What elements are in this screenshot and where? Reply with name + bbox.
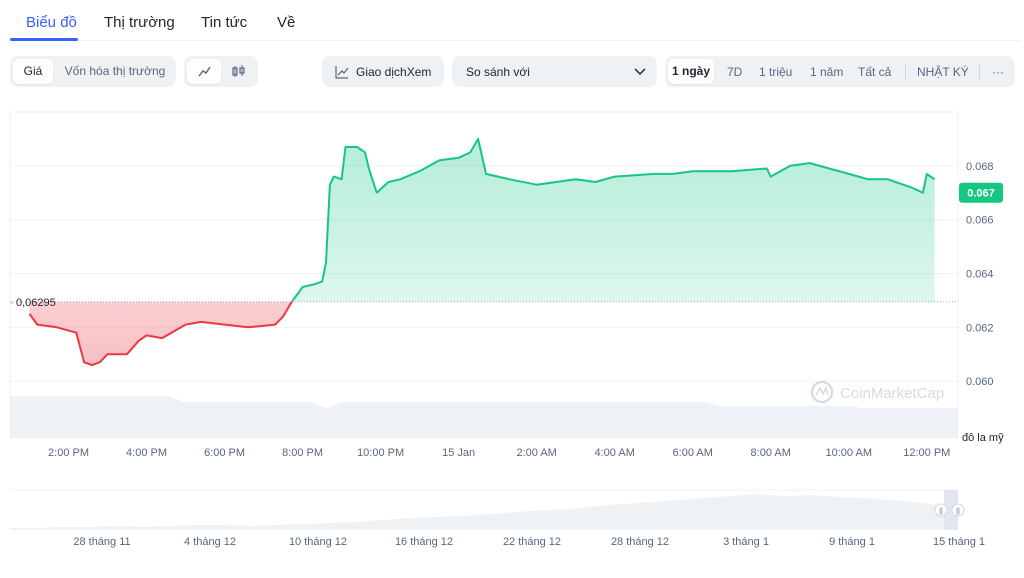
tab-chart[interactable]: Biểu đồ [26,14,77,31]
watermark-text: CoinMarketCap [840,385,944,402]
navigator-tick-label: 22 tháng 12 [503,536,561,548]
x-tick-label: 8:00 AM [751,447,791,459]
range-1y-button[interactable]: 1 năm [810,65,844,79]
y-tick-label: 0.066 [966,215,994,227]
range-all-button[interactable]: Tất cả [858,65,892,79]
svg-text:||: || [939,508,943,515]
x-tick-label: 2:00 PM [48,447,89,459]
y-tick-label: 0.068 [966,161,994,173]
y-tick-label: 0.062 [966,322,994,334]
price-line-down [28,301,294,366]
x-axis: 2:00 PM 4:00 PM 6:00 PM 8:00 PM 10:00 PM 15 J… [48,447,950,459]
range-divider-2 [979,63,980,80]
line-chart-icon [198,66,211,77]
range-1m-button[interactable]: 1 triệu [759,65,793,79]
chart-type-toggle [184,56,258,87]
navigator-x-axis: 28 tháng 11 4 tháng 12 10 tháng 12 16 tháng… [73,536,985,548]
trading-view-label: Giao dịchXem [356,65,432,79]
area-below-baseline [29,301,292,365]
tab-market[interactable]: Thị trường [104,14,175,31]
price-button[interactable]: Giá [13,59,53,84]
market-cap-button[interactable]: Vốn hóa thị trường [64,64,166,78]
coinmarketcap-logo-icon [810,380,834,404]
watermark: CoinMarketCap [810,380,944,404]
y-axis-unit-label: đô la mỹ [962,432,1004,444]
price-area [29,138,935,365]
candlestick-icon [232,65,245,77]
navigator-tick-label: 9 tháng 1 [829,536,875,548]
trading-view-button[interactable]: Giao dịchXem [322,56,444,87]
navigator-selected-window[interactable] [944,490,958,530]
navigator-tick-label: 3 tháng 1 [723,536,769,548]
active-tab-indicator [10,38,78,41]
range-divider [905,63,906,80]
navigator-tick-label: 10 tháng 12 [289,536,347,548]
range-1d-button[interactable]: 1 ngày [668,59,714,84]
navigator-tick-label: 4 tháng 12 [184,536,236,548]
price-line [28,137,936,366]
navigator-tick-label: 16 tháng 12 [395,536,453,548]
range-7d-button[interactable]: 7D [727,65,743,79]
current-price-label: 0.067 [967,188,995,200]
compare-label: So sánh với [466,65,530,79]
y-tick-label: 0.064 [966,268,994,280]
navigator-right-handle[interactable]: || [951,503,965,517]
x-tick-label: 8:00 PM [282,447,323,459]
x-tick-label: 2:00 AM [516,447,556,459]
time-range-selector: 1 ngày 7D 1 triệu 1 năm Tất cả NHẬT KÝ ·… [665,56,1015,87]
trading-chart-icon [335,66,349,79]
tab-news[interactable]: Tin tức [201,14,248,31]
x-tick-label: 4:00 AM [595,447,635,459]
line-chart-button[interactable] [187,59,221,84]
chevron-down-icon [634,68,646,76]
y-axis: 0.068 0.066 0.064 0.062 0.060 [966,161,994,388]
x-tick-label: 10:00 AM [826,447,872,459]
more-options-button[interactable]: ··· [992,65,1004,79]
baseline-price-label: 0,06295 [16,297,56,309]
volume-area [10,396,958,438]
svg-text:||: || [956,508,960,515]
volume-bars [10,396,958,438]
x-tick-label: 10:00 PM [357,447,404,459]
tab-about[interactable]: Về [277,14,296,31]
metric-toggle: Giá Vốn hóa thị trường [10,56,176,87]
navigator-tick-label: 28 tháng 12 [611,536,669,548]
x-tick-label: 12:00 PM [903,447,950,459]
range-navigator[interactable]: || || 28 tháng 11 4 tháng 12 10 tháng 12 16… [0,480,1024,578]
x-tick-label: 6:00 PM [204,447,245,459]
compare-dropdown[interactable]: So sánh với [452,56,657,87]
navigator-left-handle[interactable]: || [934,503,948,517]
log-scale-button[interactable]: NHẬT KÝ [917,65,969,79]
top-tab-bar: Biểu đồ Thị trường Tin tức Về [10,0,1020,41]
candlestick-button[interactable] [223,59,255,84]
navigator-area [10,494,944,530]
y-tick-label: 0.060 [966,376,994,388]
navigator-tick-label: 28 tháng 11 [73,536,130,548]
current-price-tag: 0.067 [959,182,1003,203]
price-line-up [290,137,936,302]
x-tick-label: 4:00 PM [126,447,167,459]
price-chart[interactable]: 0.068 0.066 0.064 0.062 0.060 2:00 PM 4:00 PM… [0,100,1024,470]
baseline-marker: · [10,297,14,309]
x-tick-label: 15 Jan [442,447,475,459]
x-tick-label: 6:00 AM [673,447,713,459]
area-above-baseline [291,138,935,302]
navigator-tick-label: 15 tháng 1 [933,536,985,548]
